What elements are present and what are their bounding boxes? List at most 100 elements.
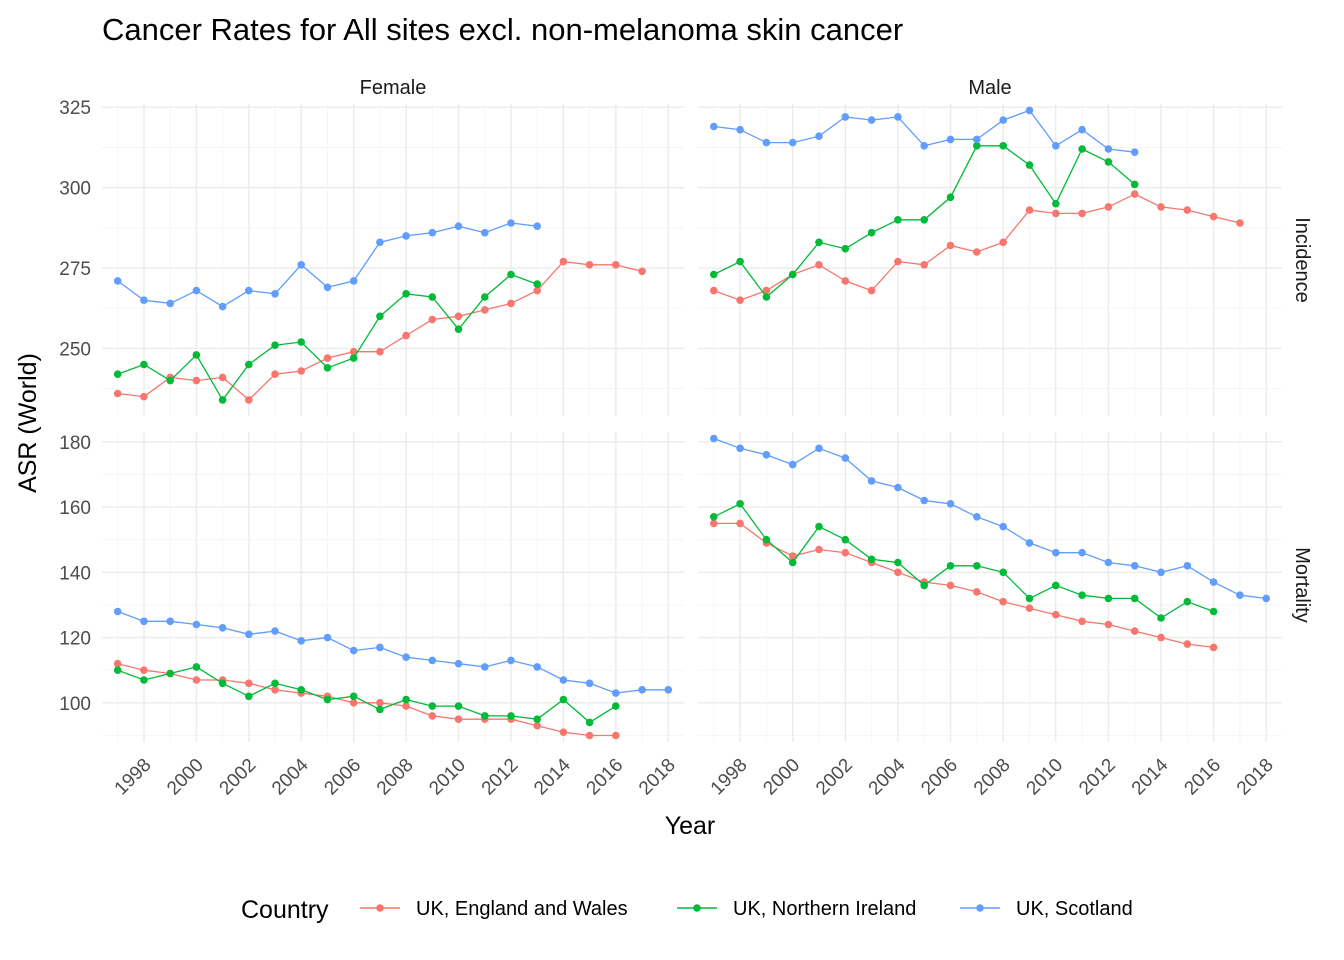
data-point-uk-scotland: [1025, 539, 1034, 547]
data-point-uk-northern-ireland: [140, 360, 148, 369]
data-point-uk-scotland: [402, 653, 410, 661]
data-point-uk-england-and-wales: [973, 588, 981, 596]
x-tick-label-male: 2012: [1075, 755, 1120, 800]
data-point-uk-england-and-wales: [788, 552, 797, 560]
data-point-uk-scotland: [245, 286, 253, 295]
facet-panels: [102, 104, 1282, 742]
data-point-uk-northern-ireland: [710, 513, 718, 521]
data-point-uk-england-and-wales: [297, 367, 306, 375]
panel-male-incidence: [710, 106, 1244, 305]
data-point-uk-scotland: [1078, 125, 1086, 134]
data-point-uk-england-and-wales: [1025, 206, 1034, 214]
data-point-uk-scotland: [376, 238, 384, 247]
data-point-uk-scotland: [612, 689, 620, 697]
data-point-uk-northern-ireland: [973, 142, 981, 150]
data-point-uk-northern-ireland: [867, 555, 876, 564]
data-point-uk-scotland: [1104, 145, 1113, 153]
data-point-uk-scotland: [973, 135, 981, 144]
data-point-uk-northern-ireland: [788, 558, 797, 567]
data-point-uk-england-and-wales: [638, 267, 646, 276]
data-point-uk-scotland: [710, 434, 718, 443]
data-point-uk-scotland: [1052, 142, 1060, 150]
data-point-uk-scotland: [113, 607, 122, 616]
data-point-uk-england-and-wales: [946, 581, 955, 590]
data-point-uk-northern-ireland: [815, 238, 823, 247]
data-point-uk-scotland: [867, 116, 876, 124]
data-point-uk-northern-ireland: [271, 341, 279, 350]
data-point-uk-northern-ireland: [1052, 199, 1060, 208]
data-point-uk-northern-ireland: [140, 676, 148, 684]
data-point-uk-england-and-wales: [1236, 219, 1244, 227]
data-point-uk-scotland: [867, 477, 876, 485]
data-point-uk-scotland: [166, 299, 174, 308]
data-point-uk-england-and-wales: [376, 699, 384, 707]
data-point-uk-northern-ireland: [612, 702, 620, 710]
panel-grid-female-mortality: [102, 432, 684, 742]
series-line-uk-scotland: [117, 610, 669, 694]
data-point-uk-england-and-wales: [454, 715, 463, 723]
x-tick-label-female: 2008: [373, 755, 418, 800]
data-point-uk-northern-ireland: [1130, 594, 1139, 603]
data-point-uk-scotland: [1209, 578, 1218, 586]
data-point-uk-northern-ireland: [1104, 594, 1113, 603]
data-point-uk-england-and-wales: [1025, 604, 1034, 612]
data-point-uk-england-and-wales: [841, 277, 850, 285]
data-point-uk-northern-ireland: [349, 354, 358, 362]
data-point-uk-northern-ireland: [920, 216, 928, 224]
data-point-uk-scotland: [140, 617, 148, 626]
data-point-uk-england-and-wales: [1183, 206, 1192, 214]
data-point-uk-england-and-wales: [113, 659, 122, 668]
data-point-uk-northern-ireland: [1183, 597, 1192, 606]
x-tick-label-female: 2000: [163, 755, 208, 800]
data-point-uk-england-and-wales: [140, 666, 148, 674]
data-point-uk-northern-ireland: [323, 695, 332, 704]
data-point-uk-northern-ireland: [245, 692, 253, 701]
data-point-uk-northern-ireland: [841, 244, 850, 253]
data-point-uk-scotland: [894, 113, 902, 121]
data-point-uk-england-and-wales: [533, 721, 541, 730]
y-tick-label-incidence: 275: [59, 259, 91, 280]
legend-label: UK, England and Wales: [416, 898, 628, 920]
data-point-uk-northern-ireland: [245, 360, 253, 369]
legend-key-point: [976, 904, 984, 912]
data-point-uk-northern-ireland: [1078, 591, 1086, 599]
y-tick-label-incidence: 325: [59, 98, 91, 119]
data-point-uk-scotland: [894, 483, 902, 492]
data-point-uk-northern-ireland: [297, 686, 306, 694]
data-point-uk-scotland: [428, 228, 437, 237]
x-tick-label-female: 1998: [111, 755, 156, 800]
data-point-uk-scotland: [271, 627, 279, 635]
data-point-uk-scotland: [192, 286, 201, 295]
data-point-uk-england-and-wales: [349, 347, 358, 356]
series-line-uk-england-and-wales: [117, 663, 616, 737]
x-tick-label-female: 2018: [635, 755, 680, 800]
data-point-uk-england-and-wales: [1078, 209, 1086, 218]
data-point-uk-scotland: [245, 630, 253, 639]
data-point-uk-england-and-wales: [841, 548, 850, 557]
data-point-uk-scotland: [841, 113, 850, 121]
data-point-uk-england-and-wales: [1157, 633, 1165, 642]
data-point-uk-scotland: [946, 135, 955, 144]
data-point-uk-scotland: [664, 686, 673, 694]
data-point-uk-northern-ireland: [946, 562, 955, 570]
y-tick-label-mortality: 180: [59, 433, 91, 454]
data-point-uk-england-and-wales: [402, 331, 410, 340]
data-point-uk-northern-ireland: [1025, 161, 1034, 169]
data-point-uk-england-and-wales: [1078, 617, 1086, 626]
data-point-uk-northern-ireland: [788, 270, 797, 279]
data-point-uk-scotland: [323, 283, 332, 292]
data-point-uk-england-and-wales: [1157, 203, 1165, 211]
x-tick-label-female: 2006: [320, 755, 365, 800]
data-point-uk-scotland: [638, 686, 646, 694]
x-tick-label-female: 2002: [216, 755, 261, 800]
x-tick-label-male: 2010: [1023, 755, 1068, 800]
data-point-uk-england-and-wales: [481, 306, 489, 314]
data-point-uk-northern-ireland: [402, 290, 410, 298]
data-point-uk-northern-ireland: [166, 669, 174, 678]
x-tick-label-male: 2004: [865, 754, 910, 799]
legend-item-uk-northern-ireland: UK, Northern Ireland: [677, 898, 916, 920]
data-point-uk-scotland: [1130, 562, 1139, 570]
data-point-uk-scotland: [533, 222, 541, 230]
data-point-uk-england-and-wales: [1104, 203, 1113, 211]
data-point-uk-scotland: [815, 444, 823, 453]
